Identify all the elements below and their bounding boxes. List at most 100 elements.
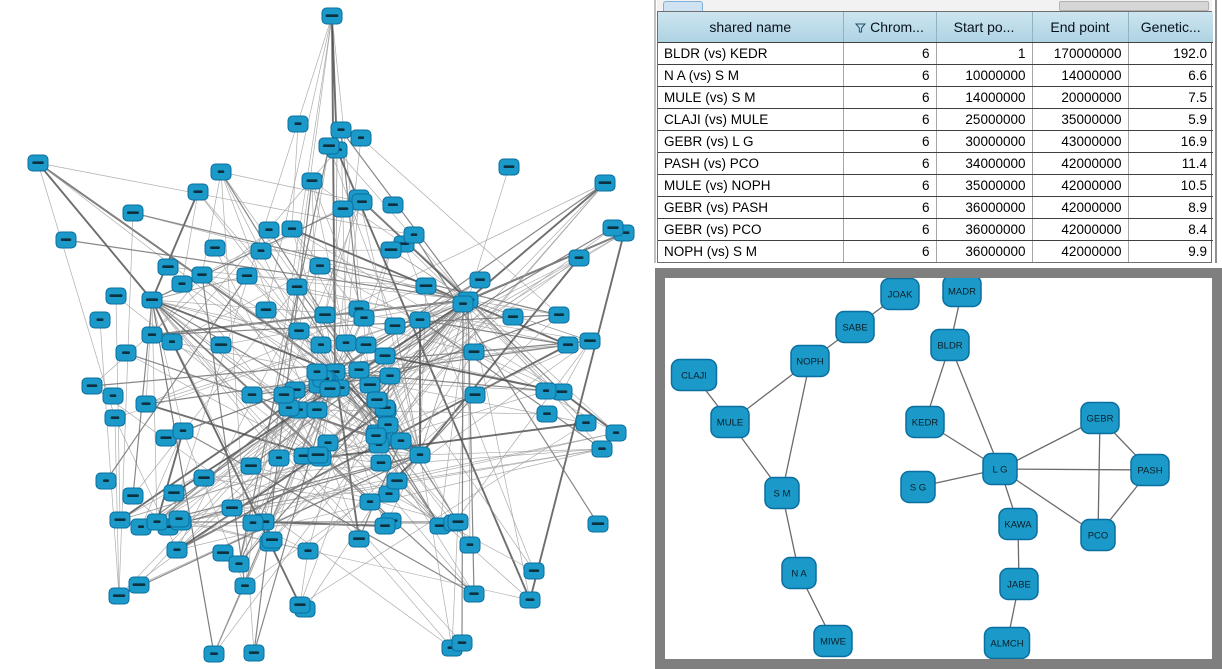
network-node[interactable]: [306, 363, 328, 381]
network-node[interactable]: [95, 472, 117, 490]
network-node[interactable]: [519, 591, 541, 609]
cell-value[interactable]: 34000000: [936, 152, 1033, 175]
node-shape[interactable]: [880, 278, 920, 311]
network-node[interactable]: [286, 278, 308, 296]
network-node[interactable]: [301, 172, 323, 190]
network-node[interactable]: [548, 306, 570, 324]
node-shape[interactable]: [670, 358, 718, 392]
panel-splitter[interactable]: [654, 0, 656, 263]
network-node[interactable]: [348, 530, 370, 548]
network-node[interactable]: [353, 309, 375, 327]
network-node[interactable]: [374, 347, 396, 365]
network-node[interactable]: [146, 513, 168, 531]
node-shape[interactable]: [1080, 518, 1116, 552]
network-node-pco[interactable]: PCO: [1080, 518, 1116, 552]
network-node[interactable]: [355, 336, 377, 354]
node-shape[interactable]: [900, 470, 936, 504]
network-node[interactable]: [307, 446, 329, 464]
cell-shared-name[interactable]: GEBR (vs) PCO: [658, 218, 844, 241]
network-node[interactable]: [89, 311, 111, 329]
network-node-miwe[interactable]: MIWE: [813, 624, 853, 658]
network-node[interactable]: [273, 386, 295, 404]
table-row[interactable]: BLDR (vs) KEDR 6 1 170000000 192.0: [658, 42, 1213, 65]
network-node[interactable]: [203, 645, 225, 663]
network-node-sabe[interactable]: SABE: [835, 310, 875, 344]
table-row[interactable]: GEBR (vs) L G 6 30000000 43000000 16.9: [658, 130, 1213, 153]
network-node[interactable]: [306, 401, 328, 419]
network-node[interactable]: [452, 295, 474, 313]
network-node-noph[interactable]: NOPH: [790, 344, 830, 378]
network-node[interactable]: [380, 241, 402, 259]
network-node-kedr[interactable]: KEDR: [905, 405, 945, 439]
cell-value[interactable]: 20000000: [1032, 86, 1129, 109]
cell-shared-name[interactable]: PASH (vs) PCO: [658, 152, 844, 175]
cell-value[interactable]: 6: [843, 130, 937, 153]
network-node[interactable]: [309, 257, 331, 275]
network-node[interactable]: [228, 555, 250, 573]
cell-value[interactable]: 6: [843, 152, 937, 175]
network-node[interactable]: [502, 308, 524, 326]
network-node[interactable]: [409, 446, 431, 464]
network-node[interactable]: [109, 511, 131, 529]
table-row[interactable]: GEBR (vs) PCO 6 36000000 42000000 8.4: [658, 218, 1213, 241]
cell-value[interactable]: 10000000: [936, 64, 1033, 87]
cell-value[interactable]: 5.9: [1128, 108, 1213, 131]
network-node[interactable]: [157, 258, 179, 276]
network-node[interactable]: [102, 387, 124, 405]
network-node[interactable]: [243, 644, 265, 662]
table-row[interactable]: N A (vs) S M 6 10000000 14000000 6.6: [658, 64, 1213, 87]
node-shape[interactable]: [764, 476, 800, 510]
network-node[interactable]: [382, 196, 404, 214]
column-header-end-point[interactable]: End point: [1032, 12, 1129, 43]
node-shape[interactable]: [930, 328, 970, 362]
node-shape[interactable]: [982, 452, 1018, 486]
cell-value[interactable]: 6: [843, 108, 937, 131]
network-node[interactable]: [141, 326, 163, 344]
network-node[interactable]: [281, 220, 303, 238]
column-header-shared-name[interactable]: shared name: [658, 12, 844, 43]
network-node[interactable]: [268, 449, 290, 467]
network-node[interactable]: [105, 287, 127, 305]
network-node-mule[interactable]: MULE: [710, 405, 750, 439]
node-shape[interactable]: [790, 344, 830, 378]
network-node[interactable]: [594, 174, 616, 192]
node-shape[interactable]: [835, 310, 875, 344]
network-node[interactable]: [204, 239, 226, 257]
network-node[interactable]: [351, 193, 373, 211]
network-node[interactable]: [250, 242, 272, 260]
table-row[interactable]: PASH (vs) PCO 6 34000000 42000000 11.4: [658, 152, 1213, 175]
network-node[interactable]: [348, 361, 370, 379]
cell-value[interactable]: 14000000: [936, 86, 1033, 109]
network-node[interactable]: [579, 332, 601, 350]
cell-value[interactable]: 35000000: [1032, 108, 1129, 131]
cell-value[interactable]: 42000000: [1032, 174, 1129, 197]
cell-shared-name[interactable]: GEBR (vs) L G: [658, 130, 844, 153]
network-node[interactable]: [212, 544, 234, 562]
network-node[interactable]: [191, 266, 213, 284]
network-node[interactable]: [591, 440, 613, 458]
network-node-claji[interactable]: CLAJI: [670, 358, 718, 392]
table-row[interactable]: NOPH (vs) S M 6 36000000 42000000 9.9: [658, 240, 1213, 262]
network-node-almch[interactable]: ALMCH: [983, 626, 1031, 659]
column-header-chrom[interactable]: Chrom...: [843, 12, 937, 43]
cell-value[interactable]: 36000000: [936, 196, 1033, 219]
node-shape[interactable]: [710, 405, 750, 439]
network-node[interactable]: [297, 542, 319, 560]
cell-value[interactable]: 30000000: [936, 130, 1033, 153]
network-node[interactable]: [551, 383, 573, 401]
table-row[interactable]: MULE (vs) S M 6 14000000 20000000 7.5: [658, 86, 1213, 109]
network-node[interactable]: [498, 158, 520, 176]
cell-shared-name[interactable]: NOPH (vs) S M: [658, 240, 844, 262]
cell-value[interactable]: 170000000: [1032, 42, 1129, 65]
network-node[interactable]: [464, 386, 486, 404]
node-shape[interactable]: [781, 556, 817, 590]
network-node-madr[interactable]: MADR: [942, 278, 982, 308]
network-node[interactable]: [261, 531, 283, 549]
cell-shared-name[interactable]: MULE (vs) NOPH: [658, 174, 844, 197]
network-node[interactable]: [386, 472, 408, 490]
cell-value[interactable]: 35000000: [936, 174, 1033, 197]
network-node[interactable]: [289, 596, 311, 614]
cell-value[interactable]: 6: [843, 218, 937, 241]
detail-network-panel[interactable]: JOAK MADR SABE NOPH CLAJI BLDR MULE KEDR GEBR L G…: [655, 268, 1222, 669]
network-node[interactable]: [168, 510, 190, 528]
